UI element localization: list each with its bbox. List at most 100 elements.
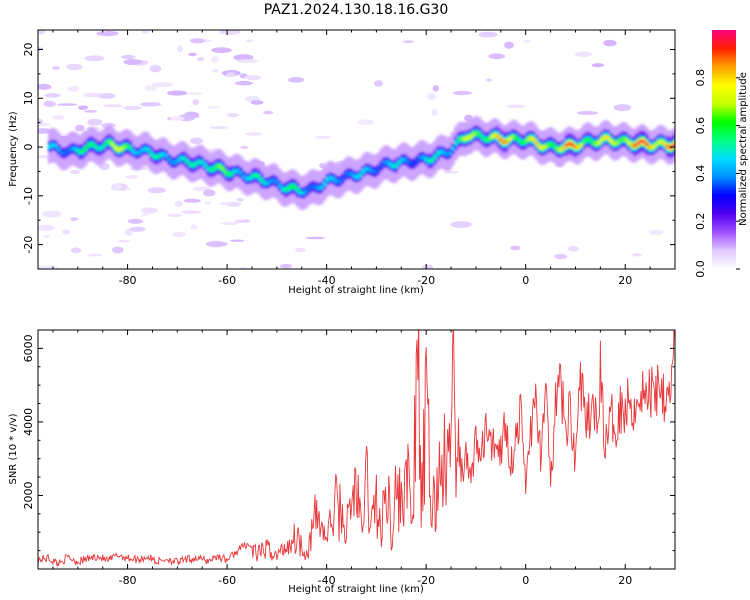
ridge-segment [588, 138, 592, 142]
ridge-segment [454, 141, 458, 146]
noise-speckle [239, 266, 248, 269]
colorbar-strip [712, 30, 736, 269]
ridge-segment [418, 156, 422, 160]
colorbar-tick-label: 0.6 [694, 117, 707, 135]
spectrogram-x-tick-label: -40 [318, 274, 336, 287]
ridge-segment [134, 151, 139, 155]
ridge-segment [651, 145, 655, 149]
noise-speckle [603, 39, 617, 47]
snr-y-tick-label: 4000 [22, 408, 35, 436]
ridge-segment [340, 177, 345, 181]
ridge-segment [606, 136, 610, 140]
snr-x-tick-label: -40 [318, 574, 336, 587]
snr-x-tick-label: -80 [119, 574, 137, 587]
noise-speckle [211, 47, 232, 54]
ridge-segment [256, 175, 261, 179]
ridge-segment [274, 180, 279, 184]
ridge-segment [364, 167, 369, 171]
ridge-segment [146, 148, 151, 152]
noise-speckle [125, 174, 139, 179]
noise-speckle [98, 93, 116, 99]
noise-speckle [245, 132, 263, 136]
spectrogram-y-tick-label: -20 [22, 236, 35, 254]
ridge-segment [322, 182, 327, 186]
ridge-segment [382, 161, 386, 165]
ridge-segment [421, 155, 425, 159]
noise-speckle [141, 213, 149, 217]
ridge-segment [319, 185, 324, 190]
ridge-segment [534, 141, 539, 145]
ridge-segment [672, 143, 675, 148]
ridge-segment [501, 140, 506, 144]
ridge-segment [636, 141, 640, 146]
noise-speckle [510, 245, 521, 251]
ridge-segment [376, 168, 380, 172]
ridge-segment [531, 137, 536, 142]
ridge-segment [349, 172, 354, 176]
ridge-segment [337, 179, 342, 184]
ridge-segment [179, 156, 183, 160]
ridge-segment [385, 160, 389, 165]
colorbar-label: Normalized spectral amplitude [738, 72, 749, 226]
noise-speckle [167, 213, 183, 218]
noise-speckle [242, 219, 250, 223]
noise-speckle [204, 201, 211, 205]
ridge-segment [80, 149, 85, 154]
ridge-segment [409, 162, 413, 166]
ridge-segment [657, 140, 661, 145]
spectrogram-y-tick-label: 20 [22, 43, 35, 57]
noise-speckle [145, 84, 157, 92]
noise-speckle [87, 253, 102, 257]
ridge-segment [555, 147, 560, 151]
ridge-segment [492, 133, 497, 138]
ridge-segment [212, 166, 216, 171]
noise-speckle [443, 170, 460, 174]
ridge-segment [167, 157, 171, 162]
ridge-segment [173, 160, 177, 165]
noise-speckle [450, 221, 472, 228]
ridge-segment [462, 137, 467, 141]
noise-speckle [118, 239, 131, 243]
ridge-segment [594, 142, 598, 146]
noise-speckle [314, 135, 332, 139]
ridge-segment [331, 177, 336, 181]
ridge-segment [242, 174, 246, 179]
ridge-segment [77, 150, 82, 154]
noise-speckle [212, 69, 219, 73]
ridge-segment [591, 141, 595, 145]
noise-speckle [140, 207, 159, 214]
noise-speckle [504, 41, 514, 49]
ridge-segment [519, 140, 524, 145]
ridge-segment [504, 140, 509, 144]
ridge-segment [633, 143, 637, 148]
ridge-segment [346, 171, 351, 176]
ridge-segment [549, 142, 554, 146]
ridge-segment [597, 140, 601, 145]
ridge-segment [663, 142, 667, 146]
noise-speckle [574, 51, 593, 57]
ridge-segment [215, 164, 219, 169]
ridge-segment [149, 151, 154, 156]
ridge-segment [388, 162, 392, 167]
spectrogram-x-tick-label: 0 [522, 274, 529, 287]
ridge-segment [648, 145, 652, 149]
ridge-segment [304, 189, 309, 193]
noise-speckle [554, 253, 568, 260]
noise-speckle [452, 90, 472, 96]
noise-speckle [190, 137, 204, 145]
noise-speckle [67, 85, 80, 92]
ridge-segment [47, 144, 52, 149]
ridge-segment [71, 146, 76, 151]
noise-speckle [141, 30, 149, 34]
ridge-segment [582, 139, 587, 144]
ridge-segment [525, 138, 530, 142]
spectrogram-x-tick-label: -80 [119, 274, 137, 287]
noise-speckle [427, 93, 437, 100]
ridge-segment [113, 146, 118, 150]
spectrogram-axes: -80 -60 -40 -20 0 20 -20 -10 0 10 20 [22, 30, 676, 287]
ridge-segment [391, 164, 395, 168]
noise-speckle [488, 53, 505, 60]
spectrogram-x-tick-label: -60 [218, 274, 236, 287]
ridge-segment [194, 162, 198, 166]
ridge-segment [277, 183, 282, 188]
